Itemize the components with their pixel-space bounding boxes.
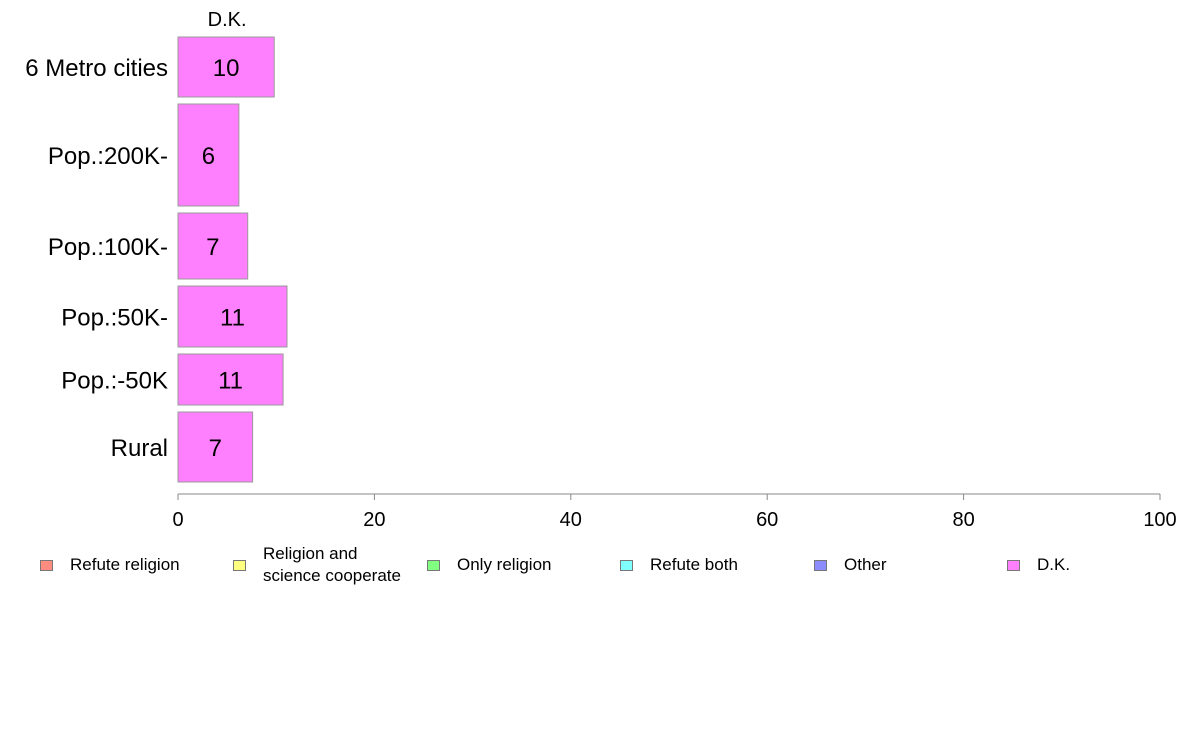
legend-label: Only religion: [457, 555, 552, 574]
data-label: 7: [209, 435, 222, 462]
legend-label: Refute both: [650, 555, 738, 574]
legend-item: Refute both: [620, 554, 738, 576]
category-label: Pop.:-50K: [61, 368, 168, 395]
legend: Refute religion Religion and science coop…: [0, 540, 1188, 600]
category-label: Pop.:200K-: [48, 143, 168, 170]
legend-label: Other: [844, 555, 887, 574]
x-tick-label: 40: [560, 509, 582, 531]
series-title: D.K.: [208, 9, 247, 31]
legend-item: Other: [814, 554, 887, 576]
category-label: Pop.:50K-: [61, 305, 168, 332]
data-label: 10: [213, 55, 240, 82]
legend-swatch: [1007, 559, 1020, 571]
bar-segment: [177, 212, 249, 280]
legend-label: D.K.: [1037, 555, 1071, 574]
legend-swatch: [40, 559, 53, 571]
legend-swatch: [814, 559, 827, 571]
data-label: 6: [202, 143, 215, 170]
legend-label: Religion and science cooperate: [263, 544, 401, 585]
legend-item: D.K.: [1007, 554, 1070, 576]
data-label: 11: [218, 368, 243, 395]
x-tick-label: 80: [952, 509, 974, 531]
bar-segment: [177, 285, 288, 348]
bar-segment: [177, 411, 254, 483]
bar-segment: [177, 103, 240, 207]
x-tick-label: 20: [363, 509, 385, 531]
bar-chart: D.K. 6 Metro cities 10 Pop.:200K- 6 Pop.:100K…: [25, 9, 1176, 531]
legend-swatch: [233, 559, 246, 571]
data-label: 7: [206, 234, 219, 261]
category-label: Pop.:100K-: [48, 234, 168, 261]
x-tick-label: 60: [756, 509, 778, 531]
legend-item: Religion and science cooperate: [233, 543, 401, 587]
data-label: 11: [220, 305, 245, 332]
legend-swatch: [427, 559, 440, 571]
bar-segment: [177, 36, 275, 98]
category-label: 6 Metro cities: [25, 55, 168, 82]
legend-item: Only religion: [427, 554, 552, 576]
x-tick-label: 0: [172, 509, 183, 531]
legend-label: Refute religion: [70, 555, 180, 574]
legend-item: Refute religion: [40, 554, 180, 576]
legend-swatch: [620, 559, 633, 571]
bar-segment: [177, 353, 284, 406]
x-tick-label: 100: [1143, 509, 1176, 531]
category-label: Rural: [111, 435, 168, 462]
